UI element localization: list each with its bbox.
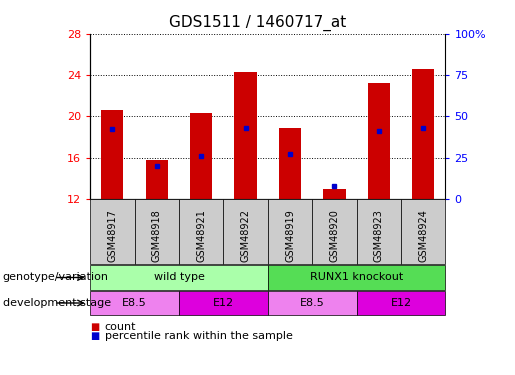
Text: ■: ■	[90, 331, 99, 341]
Bar	[234, 72, 256, 199]
Text: GSM48924: GSM48924	[418, 210, 428, 262]
Text: count: count	[105, 322, 136, 332]
Text: E12: E12	[213, 298, 234, 308]
Bar	[368, 83, 390, 199]
Text: GSM48918: GSM48918	[152, 210, 162, 262]
Text: GSM48922: GSM48922	[241, 209, 251, 262]
Text: GSM48919: GSM48919	[285, 210, 295, 262]
Bar	[412, 69, 434, 199]
Bar	[323, 189, 346, 199]
Text: GSM48923: GSM48923	[374, 210, 384, 262]
Bar	[101, 110, 124, 199]
Text: RUNX1 knockout: RUNX1 knockout	[310, 273, 403, 282]
Text: GDS1511 / 1460717_at: GDS1511 / 1460717_at	[169, 15, 346, 31]
Text: E12: E12	[390, 298, 411, 308]
Text: GSM48917: GSM48917	[107, 210, 117, 262]
Bar	[279, 128, 301, 199]
Text: GSM48920: GSM48920	[330, 210, 339, 262]
Text: genotype/variation: genotype/variation	[3, 273, 109, 282]
Text: E8.5: E8.5	[300, 298, 324, 308]
Text: GSM48921: GSM48921	[196, 210, 206, 262]
Text: E8.5: E8.5	[122, 298, 147, 308]
Bar	[146, 160, 168, 199]
Text: development stage: development stage	[3, 298, 111, 308]
Bar	[190, 113, 212, 199]
Text: wild type: wild type	[153, 273, 204, 282]
Text: ■: ■	[90, 322, 99, 332]
Text: percentile rank within the sample: percentile rank within the sample	[105, 331, 293, 341]
